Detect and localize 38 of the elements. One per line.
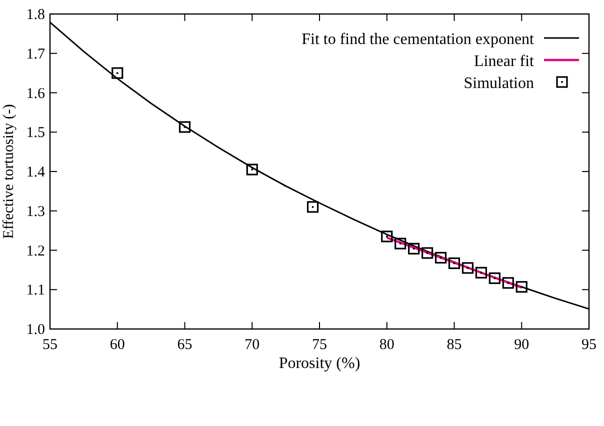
x-tick-label: 90 bbox=[514, 337, 530, 353]
y-tick-label: 1.6 bbox=[26, 86, 46, 102]
point bbox=[462, 262, 474, 274]
point bbox=[381, 230, 393, 242]
x-tick-label: 60 bbox=[110, 337, 125, 353]
point bbox=[408, 242, 420, 254]
y-tick-label: 1.0 bbox=[26, 322, 45, 338]
point bbox=[448, 257, 460, 270]
x-tick-label: 65 bbox=[177, 337, 192, 353]
point bbox=[422, 247, 434, 259]
y-tick-label: 1.2 bbox=[26, 243, 45, 260]
point bbox=[434, 252, 447, 264]
point bbox=[246, 164, 258, 176]
x-tick-label: 55 bbox=[42, 337, 58, 353]
y-tick-label: 1.3 bbox=[26, 204, 45, 220]
legend-label: Fit to find the cementation exponent bbox=[302, 31, 535, 48]
point bbox=[475, 266, 487, 278]
point bbox=[394, 238, 406, 250]
y-tick-label: 1.4 bbox=[26, 164, 46, 180]
point bbox=[178, 121, 191, 133]
point bbox=[306, 201, 319, 213]
y-tick-label: 1.7 bbox=[26, 46, 46, 62]
point bbox=[502, 277, 514, 289]
y-tick-label: 1.1 bbox=[26, 282, 45, 299]
x-tick-label: 95 bbox=[582, 337, 596, 353]
x-tick-label: 70 bbox=[244, 337, 260, 353]
point bbox=[112, 67, 124, 79]
point bbox=[488, 272, 500, 284]
legend-label: Simulation bbox=[464, 75, 534, 92]
x-tick-label: 80 bbox=[379, 337, 394, 353]
x-axis-title: Porosity (%) bbox=[278, 355, 360, 372]
y-tick-label: 1.8 bbox=[26, 7, 45, 23]
point bbox=[516, 281, 528, 293]
legend-label: Linear fit bbox=[474, 53, 535, 70]
x-tick-label: 85 bbox=[446, 337, 462, 353]
x-tick-label: 75 bbox=[312, 337, 327, 353]
y-tick-label: 1.5 bbox=[26, 125, 45, 142]
y-axis-title: Effective tortuosity (-) bbox=[1, 104, 17, 239]
